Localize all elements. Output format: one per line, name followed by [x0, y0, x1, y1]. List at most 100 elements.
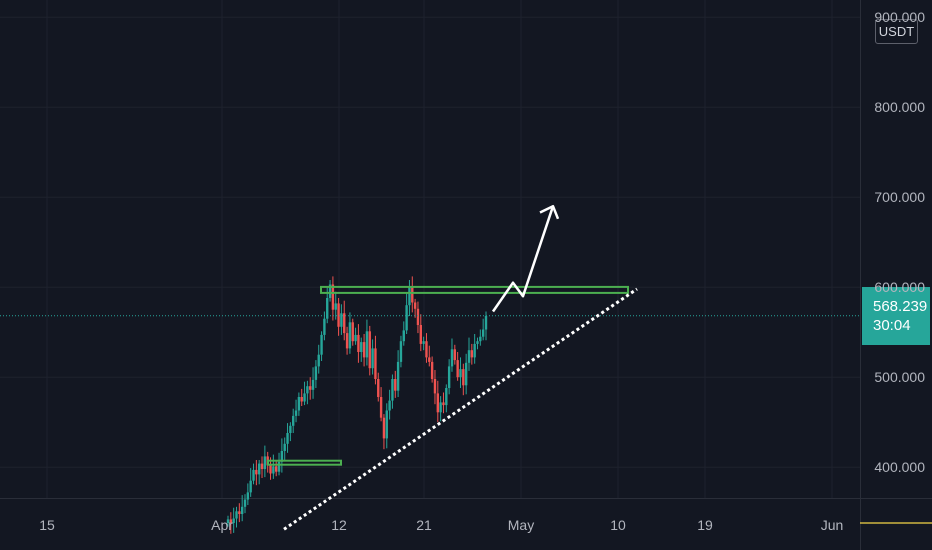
- candle-body: [428, 357, 431, 362]
- candle-body: [297, 397, 301, 411]
- candle-body: [436, 393, 440, 413]
- candle-body: [263, 456, 267, 469]
- candle-body: [445, 388, 448, 406]
- candle-body: [371, 348, 374, 369]
- candle-body: [323, 318, 326, 335]
- candle-body: [280, 451, 284, 462]
- candle-body: [447, 366, 451, 388]
- candle-body: [309, 386, 312, 390]
- x-tick-label: 19: [697, 517, 713, 533]
- candle-body: [473, 343, 476, 358]
- candle-body: [456, 360, 459, 378]
- last-price-value: 568.239: [873, 298, 928, 315]
- candle-body: [413, 302, 417, 309]
- y-tick-label: 800.000: [874, 99, 925, 116]
- candle-body: [243, 499, 247, 507]
- support-box: [267, 459, 342, 466]
- x-tick-label: 12: [331, 517, 347, 533]
- candle-body: [255, 469, 258, 475]
- candle-body: [289, 425, 292, 433]
- candle-body: [450, 349, 454, 367]
- projection-arrowhead: [539, 204, 560, 220]
- candle-body: [365, 331, 369, 358]
- x-tick-label: May: [507, 517, 535, 533]
- candle-body: [286, 433, 289, 444]
- candle-body: [354, 334, 357, 342]
- candle-body: [235, 511, 238, 519]
- candle-body: [345, 333, 349, 349]
- candle-body: [388, 400, 391, 411]
- candle-body: [326, 298, 329, 319]
- candle-body: [464, 362, 468, 386]
- candle-body: [442, 402, 445, 406]
- candle-body: [402, 330, 405, 342]
- candle-body: [462, 369, 465, 386]
- candle-body: [314, 366, 318, 380]
- candle-body: [430, 361, 434, 379]
- currency-unit-label[interactable]: USDT: [875, 19, 918, 44]
- candle-body: [411, 286, 414, 303]
- candle-body: [340, 313, 343, 327]
- candle-body: [351, 322, 354, 342]
- candle-body: [229, 519, 233, 523]
- candle-body: [459, 369, 462, 378]
- candle-body: [274, 466, 278, 472]
- candle-body: [294, 410, 298, 416]
- last-price-tag: 568.239 30:04: [862, 287, 930, 345]
- candle-body: [405, 305, 408, 331]
- candle-body: [425, 341, 428, 358]
- candle-body: [360, 342, 363, 352]
- candle-body: [306, 386, 309, 394]
- x-tick-label: Apr: [211, 517, 233, 533]
- y-tick-label: 600.000: [874, 279, 925, 296]
- candle-body: [470, 350, 474, 358]
- x-tick-label: 10: [610, 517, 626, 533]
- candle-body: [422, 341, 425, 344]
- y-tick-label: 700.000: [874, 189, 925, 206]
- candle-body: [283, 443, 286, 451]
- candle-body: [334, 303, 337, 310]
- candle-body: [453, 349, 457, 361]
- last-price-tag-bg: [862, 287, 930, 345]
- candle-body: [249, 480, 252, 493]
- resistance-box: [320, 285, 629, 294]
- candle-body: [368, 331, 371, 369]
- candle-body: [379, 397, 383, 418]
- candle-body: [481, 329, 485, 337]
- candle-body: [277, 461, 281, 472]
- x-tick-label: 21: [416, 517, 432, 533]
- candle-body: [394, 379, 397, 391]
- x-tick-label: 15: [39, 517, 55, 533]
- candle-body: [317, 354, 320, 367]
- candle-body: [348, 322, 352, 349]
- candle-body: [238, 511, 241, 514]
- candle-body: [382, 417, 386, 439]
- candle-body: [226, 519, 230, 523]
- candle-body: [408, 286, 411, 306]
- candle-body: [260, 463, 264, 469]
- candle-body: [300, 397, 303, 402]
- candle-body: [399, 341, 403, 362]
- projection-path: [491, 205, 555, 313]
- candle-body: [419, 325, 422, 344]
- candle-body: [257, 463, 261, 475]
- candle-body: [269, 465, 272, 474]
- ascending-trendline: [283, 287, 638, 531]
- candle-body: [374, 348, 377, 379]
- x-tick-label: Jun: [820, 517, 844, 533]
- candle-body: [240, 506, 244, 514]
- candle-body: [476, 341, 479, 344]
- candle-body: [385, 410, 388, 439]
- candle-body: [391, 379, 394, 401]
- candle-body: [433, 379, 437, 394]
- candle-body: [439, 402, 442, 413]
- candle-body: [484, 316, 488, 330]
- candle-body: [479, 336, 482, 342]
- candle-body: [292, 415, 295, 426]
- bar-countdown: 30:04: [873, 317, 911, 334]
- y-tick-label: 900.000: [874, 9, 925, 26]
- candle-body: [311, 379, 315, 390]
- candle-body: [331, 284, 335, 310]
